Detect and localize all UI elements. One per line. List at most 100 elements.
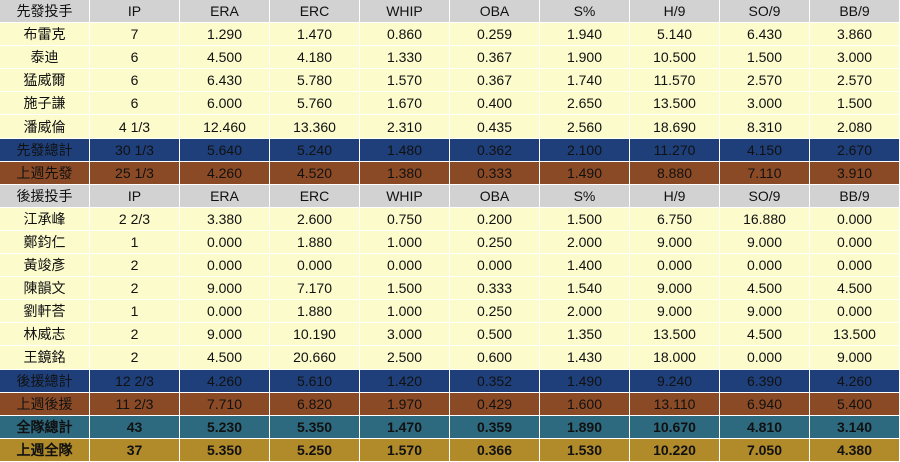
column-header-cell: S% xyxy=(540,184,629,207)
stat-cell: 2.560 xyxy=(540,115,629,138)
stat-cell: 0.333 xyxy=(450,161,539,184)
stat-cell: 1.570 xyxy=(360,438,449,461)
stat-cell: 20.660 xyxy=(270,346,359,369)
pitcher-row: 黃竣彥 2 0.000 0.000 0.000 0.000 1.400 0.000 0.000 0… xyxy=(0,254,899,277)
stat-cell: 4.500 xyxy=(720,277,809,300)
stat-cell: 5.250 xyxy=(270,438,359,461)
stat-cell: 0.362 xyxy=(450,138,539,161)
pitcher-row: 潘威倫 4 1/3 12.460 13.360 2.310 0.435 2.560 18.69… xyxy=(0,115,899,138)
stat-cell: 1.570 xyxy=(360,69,449,92)
stat-cell: 4.500 xyxy=(180,346,269,369)
column-header-row: 後援投手 IP ERA ERC WHIP OBA S% H/9 SO/9 BB/9 xyxy=(0,184,899,207)
row-label-cell: 林威志 xyxy=(0,323,89,346)
stat-cell: 7.110 xyxy=(720,161,809,184)
stat-cell: 5.350 xyxy=(270,415,359,438)
stat-cell: 1.470 xyxy=(360,415,449,438)
team-last-week-row: 上週全隊 37 5.350 5.250 1.570 0.366 1.530 10.220 7.0… xyxy=(0,438,899,461)
column-header-cell: OBA xyxy=(450,0,539,23)
stat-cell: 4.500 xyxy=(180,46,269,69)
stat-cell: 0.366 xyxy=(450,438,539,461)
stat-cell: 1 xyxy=(90,230,179,254)
stat-cell: 3.140 xyxy=(810,415,899,438)
stat-cell: 0.250 xyxy=(450,300,539,323)
stat-cell: 11.270 xyxy=(630,138,719,161)
row-label-cell: 上週後援 xyxy=(0,392,89,415)
stat-cell: 1.400 xyxy=(540,254,629,277)
stat-cell: 6.940 xyxy=(720,392,809,415)
stat-cell: 1.900 xyxy=(540,46,629,69)
column-header-cell: BB/9 xyxy=(810,0,899,23)
stat-cell: 30 1/3 xyxy=(90,138,179,161)
stat-cell: 1.420 xyxy=(360,369,449,392)
stat-cell: 1.940 xyxy=(540,23,629,46)
section-title-cell: 後援投手 xyxy=(0,184,89,207)
stat-cell: 9.000 xyxy=(180,277,269,300)
column-header-cell: IP xyxy=(90,0,179,23)
stat-cell: 10.500 xyxy=(630,46,719,69)
stat-cell: 37 xyxy=(90,438,179,461)
column-header-cell: IP xyxy=(90,184,179,207)
stat-cell: 1.290 xyxy=(180,23,269,46)
stat-cell: 9.000 xyxy=(630,300,719,323)
stat-cell: 9.000 xyxy=(630,230,719,254)
stat-cell: 4.500 xyxy=(720,323,809,346)
stat-cell: 7 xyxy=(90,23,179,46)
stat-cell: 13.500 xyxy=(630,323,719,346)
stat-cell: 1.500 xyxy=(540,207,629,230)
stat-cell: 1.540 xyxy=(540,277,629,300)
stat-cell: 4.260 xyxy=(810,369,899,392)
stat-cell: 1.500 xyxy=(810,92,899,115)
stat-cell: 2 xyxy=(90,323,179,346)
subtotal-row: 後援總計 12 2/3 4.260 5.610 1.420 0.352 1.490 9.240… xyxy=(0,369,899,392)
stat-cell: 0.000 xyxy=(720,346,809,369)
column-header-cell: OBA xyxy=(450,184,539,207)
stat-cell: 0.860 xyxy=(360,23,449,46)
stat-cell: 1.490 xyxy=(540,369,629,392)
row-label-cell: 猛威爾 xyxy=(0,69,89,92)
column-header-cell: WHIP xyxy=(360,184,449,207)
stat-cell: 4.500 xyxy=(810,277,899,300)
stat-cell: 0.000 xyxy=(180,300,269,323)
stat-cell: 4.810 xyxy=(720,415,809,438)
stat-cell: 0.500 xyxy=(450,323,539,346)
stat-cell: 5.640 xyxy=(180,138,269,161)
stat-cell: 6.820 xyxy=(270,392,359,415)
stat-cell: 5.140 xyxy=(630,23,719,46)
stat-cell: 0.000 xyxy=(810,254,899,277)
stat-cell: 1.500 xyxy=(360,277,449,300)
stat-cell: 7.050 xyxy=(720,438,809,461)
column-header-cell: S% xyxy=(540,0,629,23)
pitcher-row: 施子謙 6 6.000 5.760 1.670 0.400 2.650 13.500 3.000… xyxy=(0,92,899,115)
stat-cell: 11 2/3 xyxy=(90,392,179,415)
stat-cell: 2 2/3 xyxy=(90,207,179,230)
column-header-cell: ERC xyxy=(270,0,359,23)
stat-cell: 18.690 xyxy=(630,115,719,138)
stat-cell: 0.333 xyxy=(450,277,539,300)
stat-cell: 2.500 xyxy=(360,346,449,369)
stat-cell: 2 xyxy=(90,277,179,300)
stat-cell: 0.367 xyxy=(450,46,539,69)
stat-cell: 12 2/3 xyxy=(90,369,179,392)
last-week-row: 上週後援 11 2/3 7.710 6.820 1.970 0.429 1.600 13.11… xyxy=(0,392,899,415)
row-label-cell: 鄭鈞仁 xyxy=(0,230,89,254)
stat-cell: 4.380 xyxy=(810,438,899,461)
row-label-cell: 劉軒荅 xyxy=(0,300,89,323)
stat-cell: 1 xyxy=(90,300,179,323)
stat-cell: 11.570 xyxy=(630,69,719,92)
stat-cell: 5.350 xyxy=(180,438,269,461)
stat-cell: 0.000 xyxy=(630,254,719,277)
stat-cell: 2.570 xyxy=(720,69,809,92)
stat-cell: 25 1/3 xyxy=(90,161,179,184)
stat-cell: 5.240 xyxy=(270,138,359,161)
stat-cell: 5.400 xyxy=(810,392,899,415)
stat-cell: 4 1/3 xyxy=(90,115,179,138)
stat-cell: 0.352 xyxy=(450,369,539,392)
stat-cell: 7.170 xyxy=(270,277,359,300)
stat-cell: 0.250 xyxy=(450,230,539,254)
stat-cell: 0.359 xyxy=(450,415,539,438)
stat-cell: 2.670 xyxy=(810,138,899,161)
stat-cell: 3.000 xyxy=(720,92,809,115)
row-label-cell: 陳韻文 xyxy=(0,277,89,300)
row-label-cell: 上週全隊 xyxy=(0,438,89,461)
